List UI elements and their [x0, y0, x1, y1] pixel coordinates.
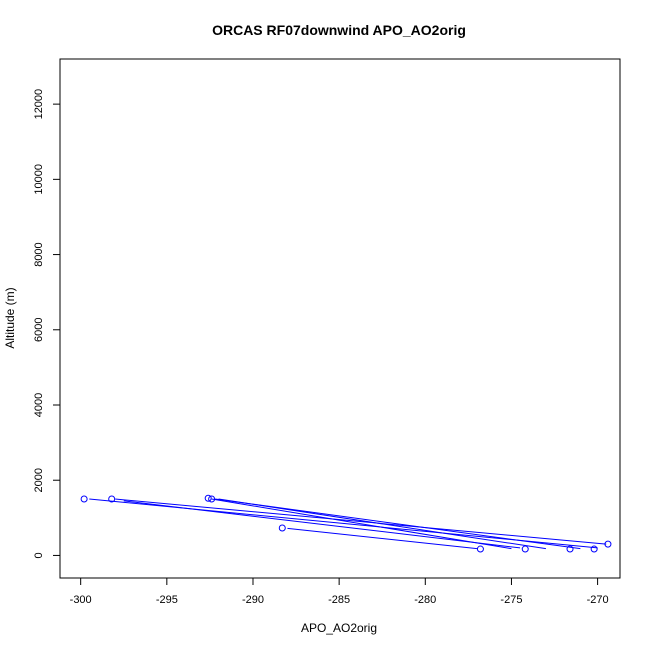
x-axis-label: APO_AO2orig	[301, 621, 377, 635]
data-point	[208, 495, 216, 503]
plot-frame	[59, 58, 621, 579]
series-line-segment	[218, 498, 546, 550]
x-tick-label: -285	[328, 594, 350, 606]
y-tick-label: 12000	[33, 89, 45, 120]
data-point	[80, 495, 88, 503]
x-tick-label: -270	[587, 594, 609, 606]
y-tick-label: 6000	[33, 318, 45, 342]
data-point	[108, 495, 116, 503]
series-line-segment	[115, 498, 607, 545]
series-line-segment	[287, 527, 478, 550]
data-point	[521, 545, 529, 553]
y-tick-label: 2000	[33, 468, 45, 492]
series-points	[80, 494, 612, 553]
series-lines	[89, 498, 607, 550]
series-line-segment	[123, 500, 521, 549]
y-tick-label: 10000	[33, 164, 45, 195]
data-point	[566, 545, 574, 553]
series-line-segment	[211, 498, 512, 550]
y-tick-label: 0	[33, 552, 45, 558]
data-point	[278, 524, 286, 532]
x-tick-label: -300	[70, 594, 92, 606]
y-axis: 0 2000 4000 6000 8000 10000 12000	[33, 89, 61, 558]
y-tick-label: 8000	[33, 242, 45, 266]
chart-title: ORCAS RF07downwind APO_AO2orig	[212, 22, 466, 38]
data-point	[590, 545, 598, 553]
y-tick-label: 4000	[33, 393, 45, 417]
x-axis: -300 -295 -290 -285 -280 -275 -270	[70, 577, 609, 606]
x-tick-label: -295	[156, 594, 178, 606]
y-axis-label: Altitude (m)	[3, 287, 17, 348]
data-point	[604, 540, 612, 548]
x-tick-label: -275	[500, 594, 522, 606]
data-point	[204, 494, 212, 502]
data-point	[476, 545, 484, 553]
x-tick-label: -280	[414, 594, 436, 606]
x-tick-label: -290	[242, 594, 264, 606]
